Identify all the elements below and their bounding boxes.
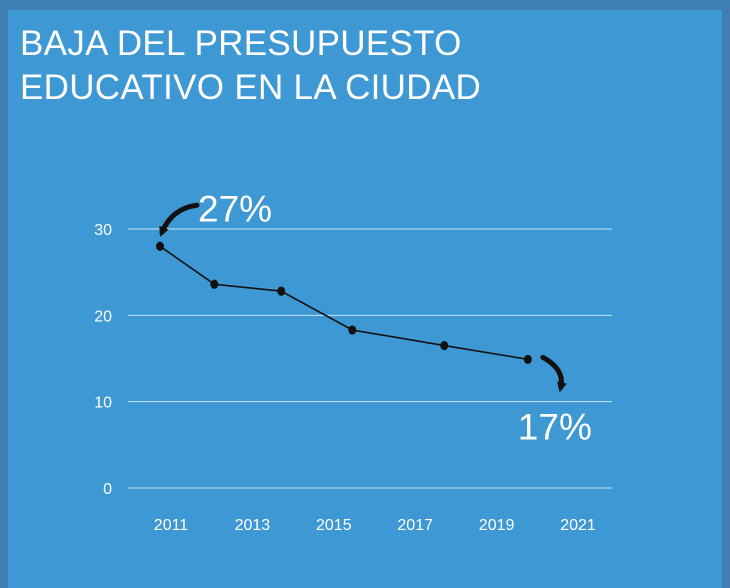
- y-tick-label: 0: [103, 481, 112, 498]
- title-line-2: EDUCATIVO EN LA CIUDAD: [20, 68, 482, 107]
- annotation-end: 17%: [518, 406, 592, 447]
- data-point: [156, 241, 164, 251]
- x-tick-label: 2017: [397, 517, 433, 534]
- x-tick-label: 2013: [235, 517, 271, 534]
- arrow-first: [159, 202, 200, 237]
- annotations: 27% 17%: [159, 188, 592, 447]
- data-points: [156, 241, 532, 364]
- annotation-start: 27%: [198, 188, 272, 229]
- x-axis-ticks: 2011 2013 2015 2017 2019 2021: [154, 517, 596, 534]
- page-title: BAJA DEL PRESUPUESTO EDUCATIVO EN LA CIU…: [20, 22, 700, 110]
- series-polyline: [159, 245, 528, 361]
- data-point: [348, 325, 357, 335]
- y-axis-ticks: 0 10 20 30: [94, 222, 112, 498]
- x-tick-label: 2021: [560, 517, 596, 534]
- y-tick-label: 10: [94, 395, 112, 412]
- title-line-1: BAJA DEL PRESUPUESTO: [20, 24, 462, 63]
- x-tick-label: 2015: [316, 517, 352, 534]
- y-tick-label: 30: [94, 222, 112, 239]
- x-tick-label: 2019: [479, 517, 515, 534]
- data-point: [523, 354, 532, 364]
- y-tick-label: 20: [94, 308, 112, 325]
- data-point: [210, 279, 219, 289]
- x-tick-label: 2011: [154, 517, 189, 534]
- gridlines: [128, 228, 612, 489]
- data-point: [277, 286, 286, 296]
- series-line: [159, 245, 528, 361]
- arrow-last: [540, 354, 567, 393]
- data-point: [440, 340, 449, 351]
